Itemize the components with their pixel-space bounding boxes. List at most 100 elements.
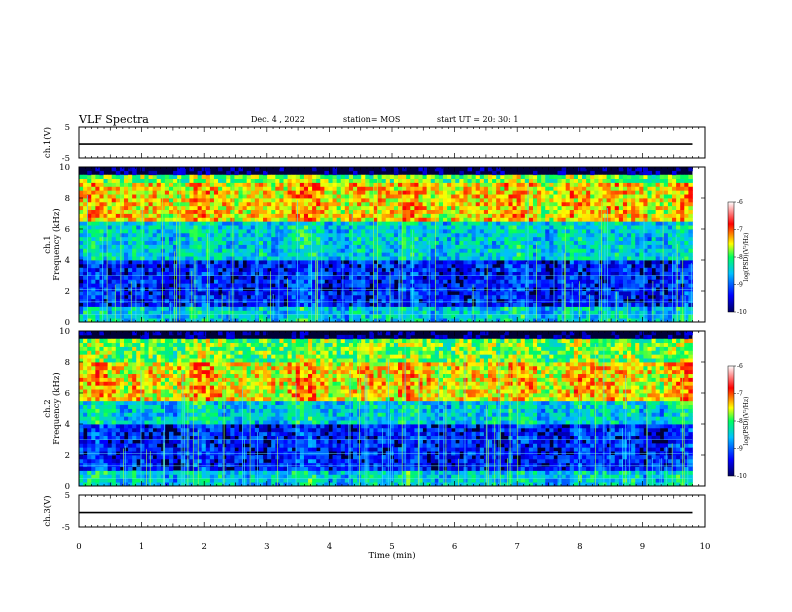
spectrogram-cell [381, 190, 387, 195]
spectrogram-cell [148, 225, 154, 230]
spectrogram-cell [573, 256, 579, 261]
spectrogram-cell [320, 186, 325, 191]
spectrogram-cell [242, 209, 248, 214]
spectrogram-cell [492, 283, 497, 288]
spectrogram-cell [258, 205, 264, 211]
spectrogram-cell [520, 263, 526, 269]
spectrogram-cell [553, 221, 558, 226]
spectrogram-cell [479, 240, 485, 245]
spectrogram-cell [541, 252, 546, 257]
spectrogram-cell [95, 240, 100, 245]
spectrogram-cell [590, 306, 595, 311]
spectrogram-cell [332, 240, 338, 245]
spectrogram-cell [545, 298, 550, 304]
spectrogram-cell [426, 178, 432, 183]
spectrogram-cell [164, 310, 170, 315]
spectrogram-cell [455, 306, 460, 311]
spectrogram-cell [426, 213, 432, 218]
spectrogram-cell [299, 190, 305, 195]
spectrogram-cell [569, 205, 575, 211]
spectrogram-cell [107, 229, 113, 234]
spectrogram-cell [598, 213, 603, 218]
spectrogram-cell [418, 244, 423, 249]
spectrogram-cell [487, 174, 493, 180]
spectrogram-cell [246, 314, 252, 319]
spectrogram-cell [308, 190, 313, 195]
spectrogram-cell [524, 213, 530, 218]
spectrogram-cell [610, 252, 616, 257]
spectrogram-cell [532, 306, 538, 311]
spectrogram-cell [479, 205, 485, 211]
spectrogram-cell [459, 217, 464, 222]
spectrogram-cell [487, 256, 493, 261]
spectrogram-cell [185, 248, 190, 253]
spectrogram-cell [291, 232, 297, 238]
spectrogram-cell [238, 314, 243, 319]
spectrogram-cell [385, 205, 391, 211]
spectrogram-cell [242, 186, 248, 191]
spectrogram-cell [189, 213, 194, 218]
spectrogram-cell [471, 198, 477, 203]
spectrogram-cell [271, 248, 276, 253]
spectrogram-cell [173, 205, 178, 211]
spectrogram-cell [369, 240, 374, 245]
spectrogram-cell [524, 318, 530, 323]
spectrogram-cell [414, 298, 419, 304]
spectrogram-cell [532, 186, 538, 191]
spectrogram-cell [443, 306, 448, 311]
spectrogram-cell [434, 201, 440, 207]
spectrogram-cell [365, 190, 370, 195]
spectrogram-cell [87, 256, 92, 261]
spectrogram-cell [308, 314, 313, 319]
spectrogram-cell [283, 205, 288, 211]
spectrogram-cell [553, 201, 558, 207]
spectrogram-cell [467, 263, 473, 269]
spectrogram-cell [87, 236, 92, 242]
spectrogram-cell [291, 267, 297, 273]
spectrogram-cell [193, 229, 199, 234]
spectrogram-cell [136, 182, 141, 187]
spectrogram-cell [606, 194, 612, 199]
spectrogram-cell [242, 205, 248, 211]
spectrogram-cell [528, 225, 534, 230]
spectrogram-cell [189, 182, 194, 187]
spectrogram-cell [402, 186, 407, 191]
spectrogram-cell [209, 298, 215, 304]
spectrogram-cell [115, 252, 121, 257]
spectrogram-cell [312, 232, 317, 238]
spectrogram-cell [373, 252, 378, 257]
spectrogram-cell [148, 302, 154, 307]
spectrogram-cell [500, 178, 505, 183]
spectrogram-cell [271, 267, 276, 273]
spectrogram-cell [447, 298, 452, 304]
spectrogram-cell [83, 201, 88, 207]
spectrogram-cell [504, 236, 509, 242]
spectrogram-cell [144, 182, 149, 187]
spectrogram-cell [250, 302, 256, 307]
spectrogram-cell [287, 306, 293, 311]
spectrogram-cell [618, 263, 624, 269]
spectrogram-cell [381, 225, 387, 230]
spectrogram-cell [504, 182, 509, 187]
spectrogram-cell [389, 310, 395, 315]
spectrogram-cell [467, 298, 473, 304]
spectrogram-cell [312, 221, 317, 226]
spectrogram-cell [389, 314, 395, 319]
spectrogram-cell [267, 240, 272, 245]
spectrogram-cell [279, 260, 284, 265]
spectrogram-cell [553, 225, 558, 230]
spectrogram-cell [123, 283, 129, 288]
spectrogram-cell [614, 201, 620, 207]
spectrogram-cell [291, 314, 297, 319]
spectrogram-cell [213, 306, 219, 311]
spectrogram-cell [385, 252, 391, 257]
spectrogram-cell [275, 283, 280, 288]
spectrogram-cell [234, 201, 239, 207]
spectrogram-cell [246, 279, 252, 284]
spectrogram-cell [393, 201, 399, 207]
spectrogram-cell [267, 260, 272, 265]
spectrogram-cell [254, 167, 260, 172]
spectrogram-cell [308, 186, 313, 191]
spectrogram-cell [361, 252, 366, 257]
spectrogram-cell [622, 225, 628, 230]
